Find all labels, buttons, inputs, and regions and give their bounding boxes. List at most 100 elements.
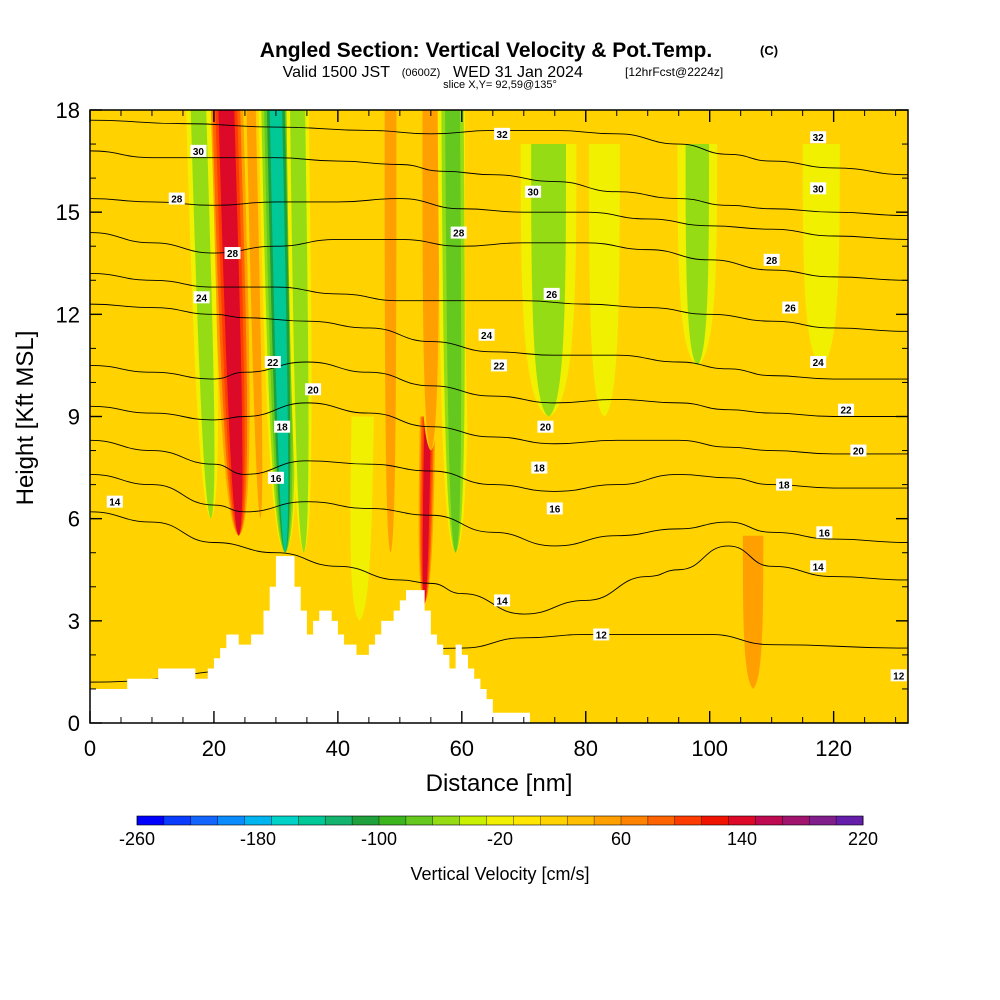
- contour-label: 12: [893, 671, 905, 682]
- colorbar-swatch: [540, 816, 568, 825]
- vv-band-9-1: [422, 110, 440, 451]
- axis-ticks: 0 20 40 60 80 100 120 0 3 6 9 12 15 18: [56, 98, 908, 761]
- y-tick-label: 0: [68, 711, 80, 736]
- theta-contour-4: [90, 402, 908, 455]
- theta-contour-6: [90, 303, 908, 380]
- colorbar-swatch: [755, 816, 783, 825]
- vv-band-2-1: [190, 110, 215, 519]
- colorbar-swatch: [594, 816, 622, 825]
- chart-title-suffix: (C): [760, 43, 778, 58]
- contour-label-bg: [478, 328, 495, 341]
- contour-label-bg: [491, 359, 507, 372]
- colorbar-swatch: [432, 816, 461, 825]
- contour-label-bg: [890, 669, 907, 682]
- colorbar-swatch: [701, 816, 730, 825]
- colorbar-tick-label: -20: [487, 829, 513, 849]
- contour-label-bg: [776, 478, 793, 491]
- contour-label-bg: [850, 444, 867, 457]
- theta-contour-1: [90, 511, 908, 615]
- colorbar-tick-label: -100: [361, 829, 397, 849]
- theta-contour-8: [90, 232, 908, 281]
- colorbar-tick-label: -180: [240, 829, 276, 849]
- theta-contour-2: [90, 473, 908, 547]
- contour-label-bg: [810, 131, 827, 144]
- contour-label-bg: [593, 628, 610, 641]
- vv-band-16-1: [742, 535, 764, 689]
- colorbar-tick-label: -260: [119, 829, 155, 849]
- contour-label: 26: [546, 290, 558, 301]
- contour-label: 20: [308, 385, 320, 396]
- colorbar-swatch: [621, 816, 649, 825]
- contour-label-bg: [782, 301, 799, 314]
- vv-band-3-4: [269, 110, 289, 553]
- colorbar: -260 -180 -100 -20 60 140 220: [119, 815, 878, 849]
- contour-label: 22: [840, 406, 852, 417]
- contour-labels: 30 28 28 24 22 20 18 16 14 32 30 28 26 24 22 20 18 16 14 12…: [106, 127, 907, 682]
- contour-label: 20: [853, 447, 865, 458]
- colorbar-label: Vertical Velocity [cm/s]: [410, 864, 589, 884]
- colorbar-swatch: [163, 816, 192, 825]
- contour-label: 22: [267, 358, 279, 369]
- x-axis-label: Distance [nm]: [426, 770, 573, 797]
- contour-label: 14: [497, 596, 509, 607]
- colorbar-swatch: [486, 816, 514, 825]
- contour-label: 18: [778, 481, 790, 492]
- terrain: [90, 556, 530, 723]
- contour-label: 28: [766, 256, 778, 267]
- contour-label: 32: [813, 133, 825, 144]
- plot-area: 30 28 28 24 22 20 18 16 14 32 30 28 26 24 22 20 18 16 14 12…: [90, 110, 908, 723]
- vv-band-5-0: [313, 110, 338, 587]
- colorbar-swatch: [459, 816, 488, 825]
- contour-label: 28: [171, 195, 183, 206]
- contour-label-bg: [546, 502, 563, 515]
- contour-label: 12: [596, 630, 608, 641]
- x-tick-label: 40: [326, 736, 350, 761]
- subtitle-forecast: [12hrFcst@2224z]: [625, 65, 723, 79]
- contour-label: 14: [109, 498, 121, 509]
- x-tick-label: 80: [574, 736, 598, 761]
- colorbar-swatch: [379, 816, 407, 825]
- y-axis-label: Height [Kft MSL]: [12, 331, 39, 506]
- contour-label-bg: [494, 594, 511, 607]
- contour-label-bg: [763, 253, 780, 266]
- theta-contour-3: [90, 439, 908, 492]
- theta-contour-9: [90, 198, 908, 240]
- colorbar-swatch: [782, 816, 810, 825]
- colorbar-tick-label: 60: [611, 829, 631, 849]
- contour-label: 16: [819, 528, 831, 539]
- y-tick-label: 3: [68, 609, 80, 634]
- colorbar-swatch: [836, 816, 864, 825]
- contour-label-bg: [193, 291, 210, 304]
- contour-label: 24: [813, 358, 825, 369]
- theta-contour-10: [90, 150, 908, 217]
- contour-label-bg: [838, 403, 855, 416]
- x-tick-label: 120: [815, 736, 852, 761]
- contour-label: 30: [813, 184, 825, 195]
- y-tick-label: 12: [56, 302, 80, 327]
- contour-label-bg: [224, 247, 241, 260]
- contour-label: 30: [193, 147, 205, 158]
- theta-contour-5: [90, 361, 908, 417]
- x-tick-label: 0: [84, 736, 96, 761]
- colorbar-swatch: [809, 816, 837, 825]
- vv-band-15-0: [718, 110, 757, 383]
- contour-label: 30: [528, 188, 540, 199]
- vv-band-17-0: [802, 144, 840, 366]
- contour-label: 28: [227, 249, 239, 260]
- contour-label: 32: [497, 130, 509, 141]
- y-tick-label: 6: [68, 507, 80, 532]
- contour-label: 16: [270, 474, 282, 485]
- y-tick-label: 9: [68, 405, 80, 430]
- colorbar-swatch: [728, 816, 756, 825]
- colorbar-swatch: [405, 816, 434, 825]
- subtitle-zulu: (0600Z): [402, 67, 441, 79]
- contour-label: 20: [540, 423, 552, 434]
- vv-band-4-1: [290, 110, 309, 553]
- colorbar-tick-label: 220: [848, 829, 878, 849]
- contour-label-bg: [106, 495, 123, 508]
- colorbar-swatch: [567, 816, 595, 825]
- contour-label-bg: [531, 461, 548, 474]
- contour-label-bg: [810, 182, 827, 195]
